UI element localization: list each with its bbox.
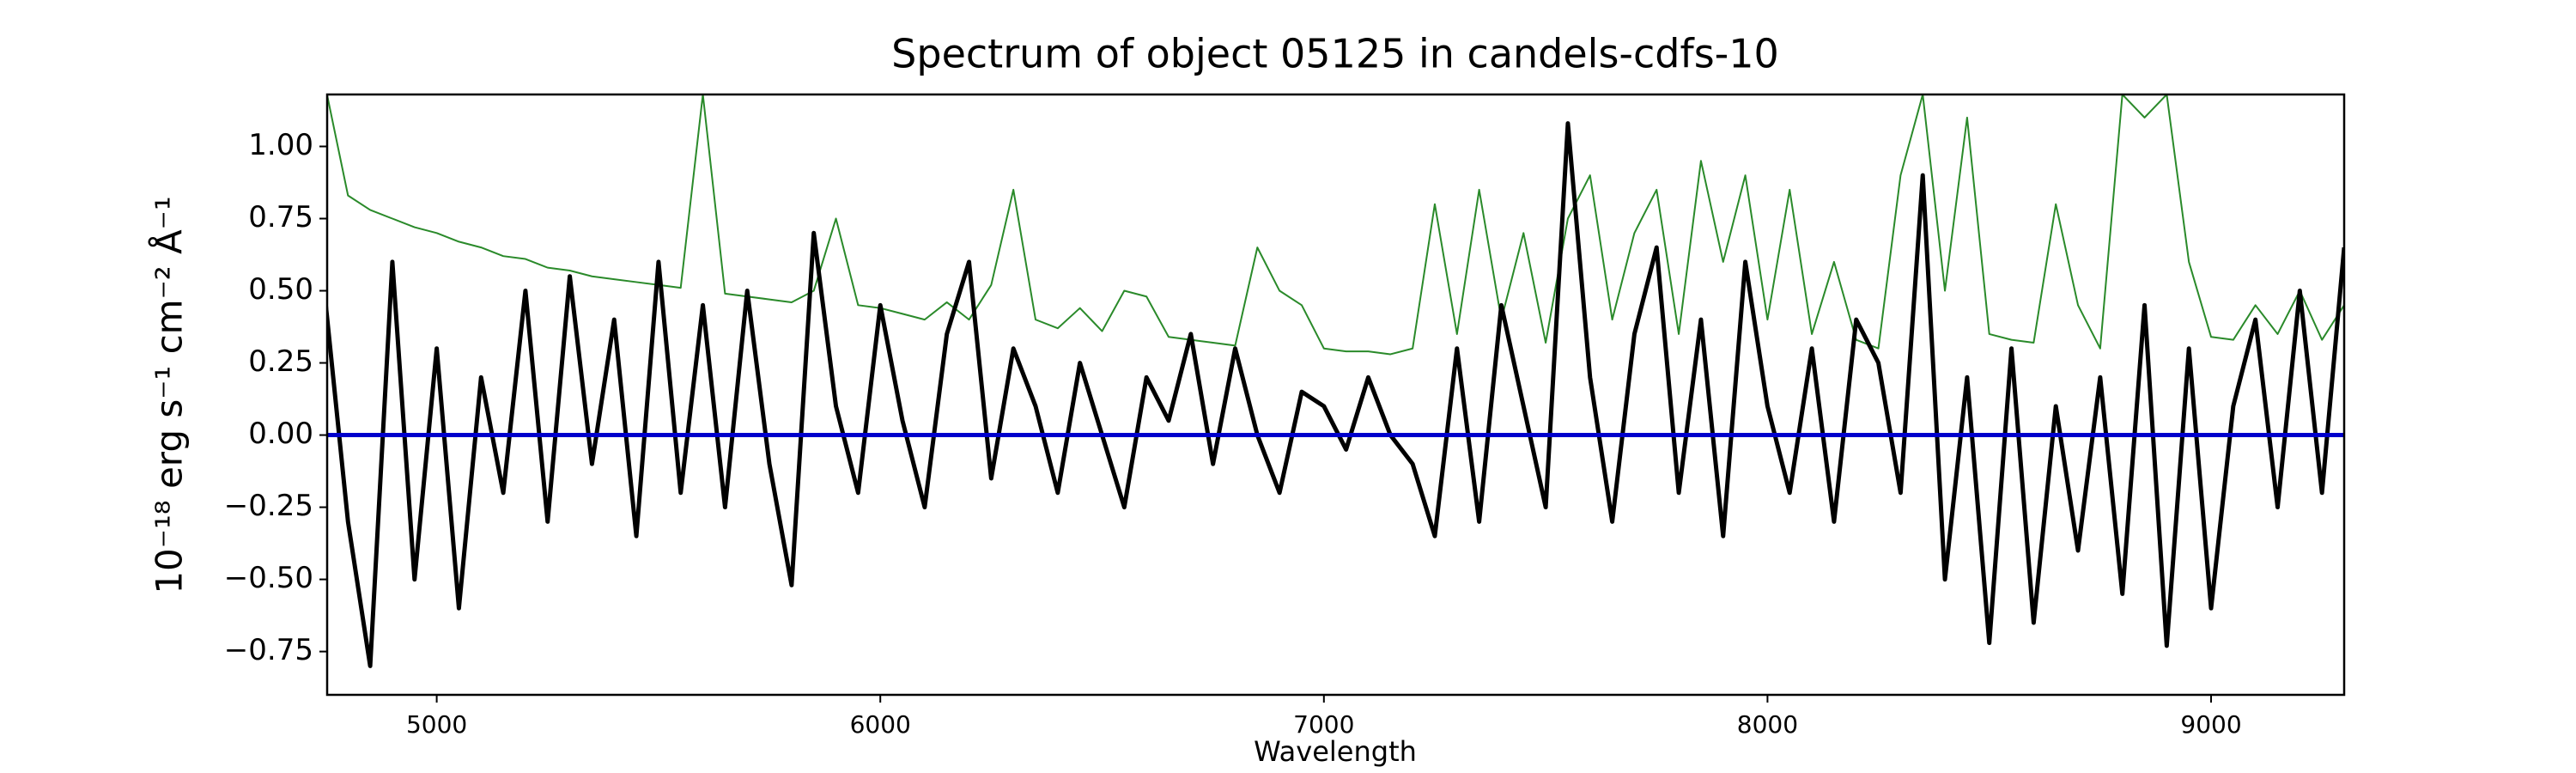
x-tick-label: 6000 <box>850 710 911 739</box>
x-axis-label: Wavelength <box>1254 735 1417 768</box>
series-line <box>327 121 2344 668</box>
x-tick-label: 5000 <box>406 710 467 739</box>
x-tick-label: 8000 <box>1737 710 1798 739</box>
y-tick-label: −0.50 <box>224 561 313 595</box>
y-tick-label: 0.75 <box>248 200 313 234</box>
chart-title: Spectrum of object 05125 in candels-cdfs… <box>891 31 1779 77</box>
y-tick-label: −0.25 <box>224 489 313 523</box>
plot-frame <box>325 93 2346 697</box>
y-tick-label: 0.25 <box>248 344 313 379</box>
y-axis-label: 10⁻¹⁸ erg s⁻¹ cm⁻² Å⁻¹ <box>148 196 191 593</box>
y-tick-label: 0.50 <box>248 272 313 307</box>
plot-area <box>327 94 2344 668</box>
series-line <box>327 94 2344 356</box>
y-tick-label: 0.00 <box>248 417 313 451</box>
x-tick-label: 7000 <box>1293 710 1354 739</box>
x-tick-label: 9000 <box>2180 710 2241 739</box>
y-tick-label: 1.00 <box>248 128 313 162</box>
y-tick-label: −0.75 <box>224 633 313 667</box>
